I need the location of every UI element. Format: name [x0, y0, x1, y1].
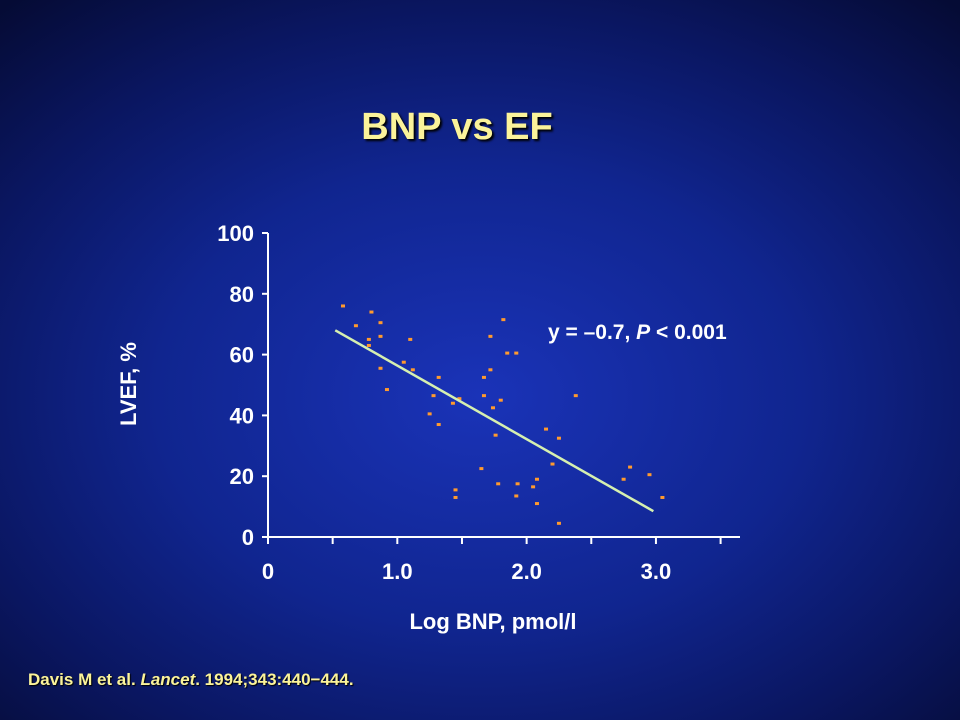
data-point [410, 368, 415, 372]
y-tick-label: 100 [217, 221, 254, 246]
data-point [621, 477, 626, 481]
data-point [453, 495, 458, 499]
y-tick-label: 0 [242, 525, 254, 550]
data-point [493, 433, 498, 437]
citation-journal: Lancet [140, 670, 196, 689]
regression-annotation: y = –0.7, P < 0.001 [548, 321, 727, 344]
data-point [479, 467, 484, 471]
data-point [366, 343, 371, 347]
data-point [431, 394, 436, 398]
y-tick-label: 60 [230, 343, 254, 368]
data-point [436, 423, 441, 427]
y-tick-label: 40 [230, 403, 254, 428]
x-tick-label: 2.0 [511, 559, 542, 584]
data-points [341, 304, 665, 525]
annotation-p-symbol: P [636, 321, 651, 344]
y-axis-label: LVEF, % [116, 342, 141, 426]
data-point [628, 465, 633, 469]
data-point [514, 494, 519, 498]
data-point [378, 366, 383, 370]
data-point [378, 334, 383, 338]
slide-title: BNP vs EF [361, 106, 553, 148]
citation-authors: Davis M et al. [28, 670, 141, 689]
x-tick-label: 1.0 [382, 559, 413, 584]
data-point [488, 368, 493, 372]
data-point [488, 334, 493, 338]
regression-line [334, 329, 654, 513]
data-point [457, 397, 462, 401]
citation: Davis M et al. Lancet. 1994;343:440−444. [28, 670, 354, 690]
data-point [498, 398, 503, 402]
data-point [556, 521, 561, 525]
data-point [378, 321, 383, 325]
data-point [556, 436, 561, 440]
data-point [481, 394, 486, 398]
regression-line-group [334, 329, 654, 513]
data-point [531, 485, 536, 489]
data-point [501, 318, 506, 322]
data-point [544, 427, 549, 431]
data-point [450, 401, 455, 405]
axes: 0 20 40 60 80 100 0 1.0 2.0 3.0 [217, 221, 740, 584]
data-point [534, 477, 539, 481]
data-point [515, 482, 520, 486]
y-tick-label: 20 [230, 464, 254, 489]
data-point [453, 488, 458, 492]
x-tick-label: 3.0 [641, 559, 672, 584]
data-point [550, 462, 555, 466]
data-point [436, 375, 441, 379]
data-point [514, 351, 519, 355]
data-point [341, 304, 346, 308]
annotation-prefix: y = –0.7, [548, 321, 636, 344]
x-tick-label: 0 [262, 559, 274, 584]
data-point [369, 310, 374, 314]
data-point [366, 337, 371, 341]
data-point [408, 337, 413, 341]
x-axis-label: Log BNP, pmol/l [409, 609, 576, 634]
data-point [427, 412, 432, 416]
data-point [534, 502, 539, 506]
y-tick-label: 80 [230, 282, 254, 307]
data-point [481, 375, 486, 379]
data-point [647, 473, 652, 477]
data-point [401, 360, 406, 364]
annotation-suffix: < 0.001 [650, 321, 727, 344]
data-point [384, 388, 389, 392]
data-point [573, 394, 578, 398]
data-point [496, 482, 501, 486]
data-point [660, 495, 665, 499]
data-point [491, 406, 496, 410]
citation-details: . 1994;343:440−444. [195, 670, 354, 689]
data-point [505, 351, 510, 355]
data-point [353, 324, 358, 328]
